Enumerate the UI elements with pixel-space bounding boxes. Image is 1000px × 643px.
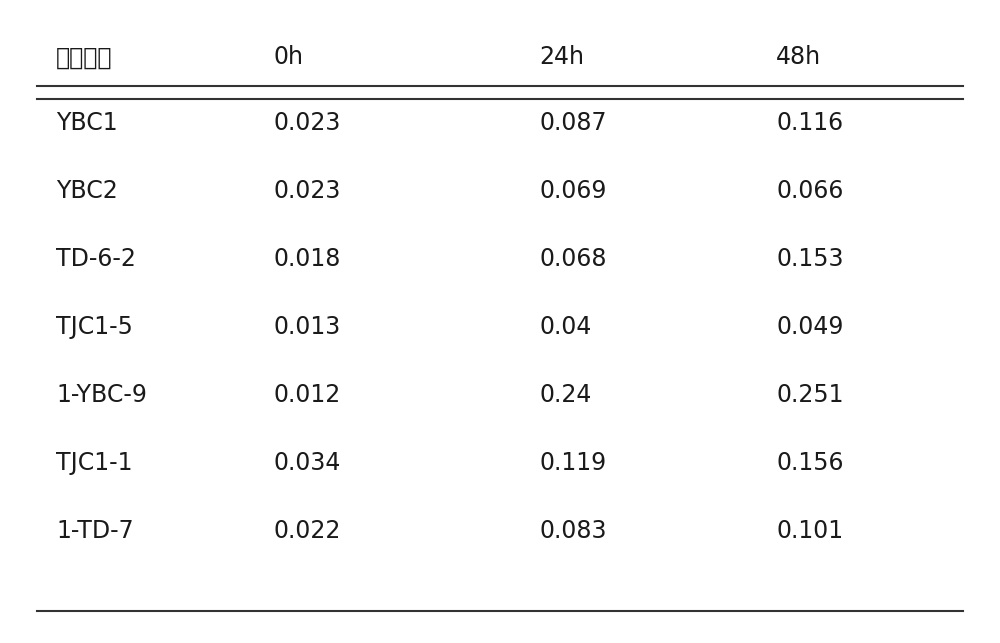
Text: 0.251: 0.251	[776, 383, 844, 407]
Text: 0.023: 0.023	[273, 111, 341, 135]
Text: 0.023: 0.023	[273, 179, 341, 203]
Text: 0.013: 0.013	[273, 315, 340, 339]
Text: 0.012: 0.012	[273, 383, 340, 407]
Text: 0.101: 0.101	[776, 519, 843, 543]
Text: TD-6-2: TD-6-2	[56, 247, 136, 271]
Text: 0.119: 0.119	[539, 451, 607, 475]
Text: YBC1: YBC1	[56, 111, 118, 135]
Text: TJC1-1: TJC1-1	[56, 451, 133, 475]
Text: 0.034: 0.034	[273, 451, 341, 475]
Text: YBC2: YBC2	[56, 179, 118, 203]
Text: 0.068: 0.068	[539, 247, 607, 271]
Text: 菌株编号: 菌株编号	[56, 45, 113, 69]
Text: 0.24: 0.24	[539, 383, 592, 407]
Text: 24h: 24h	[539, 45, 584, 69]
Text: 0.153: 0.153	[776, 247, 844, 271]
Text: 0.087: 0.087	[539, 111, 607, 135]
Text: 0.049: 0.049	[776, 315, 843, 339]
Text: 0.083: 0.083	[539, 519, 607, 543]
Text: 0.066: 0.066	[776, 179, 843, 203]
Text: 0.156: 0.156	[776, 451, 844, 475]
Text: 0.018: 0.018	[273, 247, 341, 271]
Text: 0.116: 0.116	[776, 111, 843, 135]
Text: 0.022: 0.022	[273, 519, 341, 543]
Text: 0.04: 0.04	[539, 315, 592, 339]
Text: 48h: 48h	[776, 45, 821, 69]
Text: 1-TD-7: 1-TD-7	[56, 519, 134, 543]
Text: TJC1-5: TJC1-5	[56, 315, 133, 339]
Text: 0h: 0h	[273, 45, 303, 69]
Text: 0.069: 0.069	[539, 179, 607, 203]
Text: 1-YBC-9: 1-YBC-9	[56, 383, 147, 407]
